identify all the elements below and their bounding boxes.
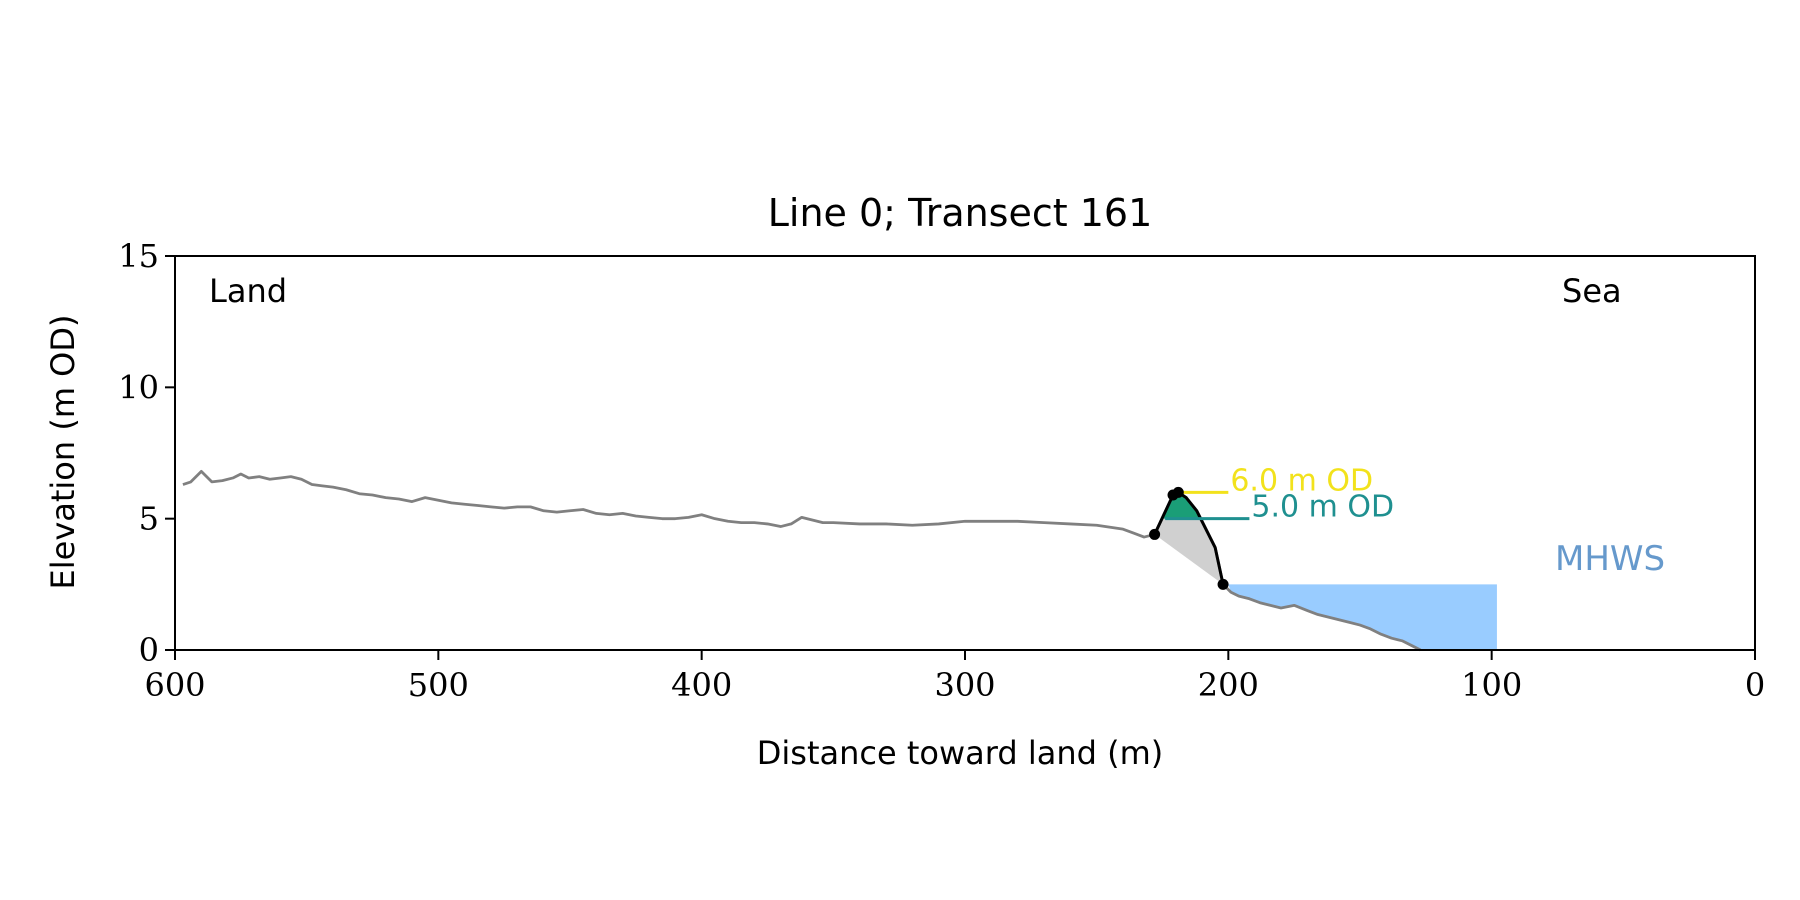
- x-tick-label: 200: [1198, 666, 1259, 704]
- mhws-label: MHWS: [1555, 539, 1665, 579]
- chart-title: Line 0; Transect 161: [768, 191, 1153, 235]
- x-tick-label: 600: [144, 666, 205, 704]
- y-tick-label: 5: [139, 500, 159, 538]
- fills-layer: [1154, 492, 1497, 650]
- levels-layer: [1165, 490, 1250, 521]
- x-tick-label: 500: [408, 666, 469, 704]
- land-label: Land: [209, 272, 287, 310]
- x-tick-label: 300: [934, 666, 995, 704]
- dune-point-3: [1217, 578, 1229, 590]
- y-tick-label: 0: [139, 631, 159, 669]
- x-axis-label: Distance toward land (m): [757, 734, 1163, 772]
- plot-frame: [174, 255, 1756, 651]
- dune-points-layer: [1149, 486, 1229, 590]
- dune-point-0: [1149, 528, 1161, 540]
- sea-label: Sea: [1562, 272, 1622, 310]
- sea-fill: [1228, 584, 1497, 650]
- x-tick-label: 0: [1745, 666, 1765, 704]
- y-tick-label: 15: [118, 237, 159, 275]
- x-tick-label: 100: [1461, 666, 1522, 704]
- y-tick-label: 10: [118, 368, 159, 406]
- y-axis-label: Elevation (m OD): [44, 315, 82, 590]
- x-tick-label: 400: [671, 666, 732, 704]
- level-6m-label: 6.0 m OD: [1230, 463, 1373, 498]
- dune-point-2: [1172, 486, 1184, 498]
- x-ticks: 600 500 400 300 200 100 0: [144, 650, 1765, 704]
- level-5m-label: 5.0 m OD: [1251, 490, 1394, 525]
- profile-line: [182, 469, 1422, 652]
- y-ticks: 0 5 10 15: [118, 237, 175, 669]
